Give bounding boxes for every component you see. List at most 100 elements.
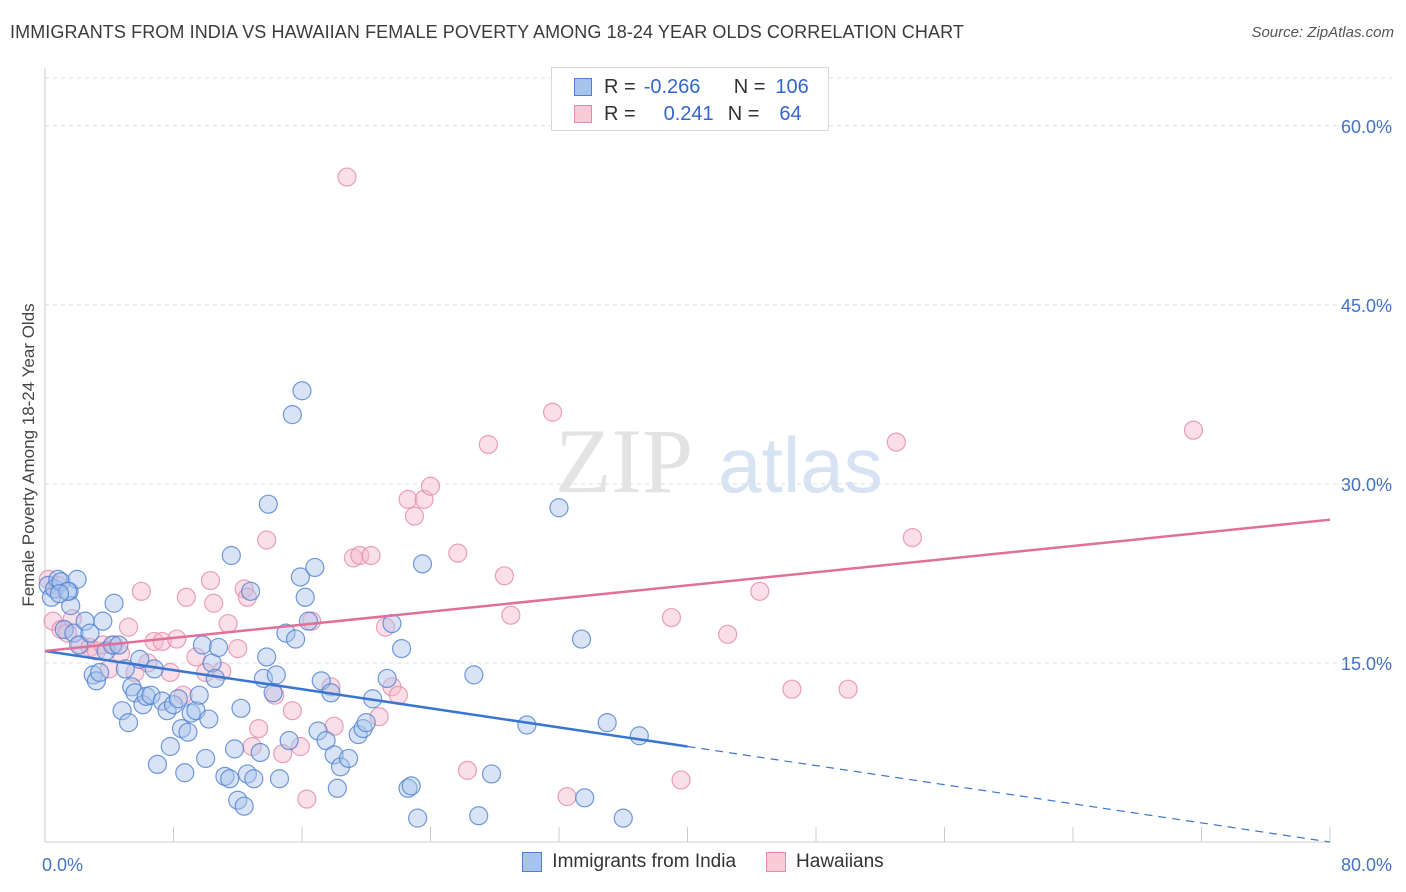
india-point	[208, 637, 229, 658]
hawaiian-point	[321, 677, 341, 697]
watermark-atlas: atlas	[718, 421, 883, 509]
india-point	[517, 715, 537, 735]
hawaiian-point	[494, 566, 514, 586]
india-point	[629, 726, 649, 746]
india-points	[38, 381, 649, 828]
india-point	[285, 629, 306, 649]
india-point	[250, 742, 270, 763]
india-point	[481, 764, 502, 784]
india-point	[224, 739, 245, 759]
hawaiian-trend-line	[44, 518, 1331, 653]
hawaiian-point	[228, 639, 248, 659]
legend-r-value: -0.266	[643, 75, 701, 98]
india-point	[324, 745, 344, 765]
hawaiian-point	[398, 489, 418, 509]
india-trend-line	[44, 649, 688, 748]
india-point	[112, 701, 132, 721]
india-point	[571, 629, 592, 649]
y-tick-label: 15.0%	[1341, 654, 1392, 674]
india-point	[147, 754, 168, 775]
india-point	[338, 748, 359, 769]
hawaiian-point	[457, 760, 478, 780]
india-point	[221, 545, 241, 566]
india-point	[401, 776, 421, 796]
india-point	[49, 584, 70, 604]
india-point	[93, 611, 113, 631]
india-point	[241, 581, 261, 601]
hawaiian-point	[448, 543, 468, 563]
india-point	[118, 713, 139, 733]
india-point	[141, 685, 161, 705]
india-point	[353, 718, 373, 739]
india-point	[408, 808, 428, 828]
hawaiian-point	[361, 545, 381, 566]
india-point	[258, 494, 278, 514]
x-tick-label: 0.0%	[42, 855, 83, 875]
y-tick-label: 45.0%	[1341, 296, 1392, 316]
hawaiian-point	[902, 527, 922, 548]
india-point	[192, 635, 213, 655]
legend-n-value: 106	[775, 75, 809, 98]
india-point	[316, 730, 336, 751]
hawaiian-point	[350, 545, 370, 566]
india-point	[292, 381, 312, 401]
hawaiian-point	[297, 789, 317, 809]
india-point	[199, 709, 219, 729]
hawaiian-point	[57, 623, 78, 643]
legend-n-label: N =	[733, 75, 766, 98]
india-point	[189, 685, 209, 705]
hawaiian-point	[118, 617, 139, 637]
india-point	[69, 635, 89, 655]
hawaiian-point	[750, 581, 770, 601]
india-point	[90, 662, 110, 683]
hawaiian-point	[131, 581, 151, 601]
legend-r-label: R =	[604, 102, 636, 125]
india-point	[57, 581, 78, 601]
series-legend-hawaiian: Hawaiians	[766, 851, 884, 873]
india-point	[231, 698, 251, 718]
india-point	[597, 713, 617, 733]
chart-title: IMMIGRANTS FROM INDIA VS HAWAIIAN FEMALE…	[10, 22, 964, 42]
y-tick-label: 60.0%	[1341, 117, 1392, 137]
india-point	[257, 647, 277, 667]
india-point	[104, 593, 124, 613]
india-point	[178, 722, 198, 742]
india-point	[80, 623, 100, 643]
india-point	[266, 665, 286, 685]
source-credit: Source: ZipAtlas.com	[1251, 24, 1394, 41]
india-point	[549, 498, 569, 518]
hawaiian-point	[671, 770, 691, 790]
india-point	[298, 611, 319, 631]
hawaiian-point	[337, 167, 357, 187]
hawaiian-point	[478, 434, 498, 455]
india-point	[220, 769, 240, 789]
series-label-india: Immigrants from India	[552, 851, 737, 872]
india-point	[305, 557, 325, 578]
legend-row-hawaiian: R = 0.241 N = 64	[574, 101, 802, 127]
hawaiian-point	[838, 679, 858, 699]
india-point	[613, 808, 633, 828]
y-axis-label: Female Poverty Among 18-24 Year Olds	[19, 303, 38, 606]
india-point	[377, 668, 397, 689]
axes	[44, 68, 1331, 843]
india-point	[575, 788, 595, 808]
legend-swatch-india	[574, 78, 592, 96]
series-swatch-hawaiian	[766, 852, 787, 872]
legend-row-india: R = -0.266 N = 106	[574, 74, 809, 100]
hawaiian-point	[237, 587, 257, 607]
hawaiian-point	[249, 718, 269, 739]
india-point	[279, 730, 299, 751]
india-point	[234, 796, 254, 816]
india-point	[160, 736, 180, 757]
hawaiian-point	[404, 506, 425, 526]
india-point	[398, 778, 418, 798]
legend: R = -0.266 N = 106 R = 0.241 N = 64	[551, 67, 829, 131]
x-tick-label: 80.0%	[1341, 855, 1392, 875]
india-point	[469, 806, 489, 826]
hawaiian-point	[542, 402, 563, 422]
hawaiian-point	[718, 624, 738, 644]
india-point	[122, 677, 142, 697]
legend-swatch-hawaiian	[574, 105, 592, 123]
gridlines	[45, 77, 1392, 664]
